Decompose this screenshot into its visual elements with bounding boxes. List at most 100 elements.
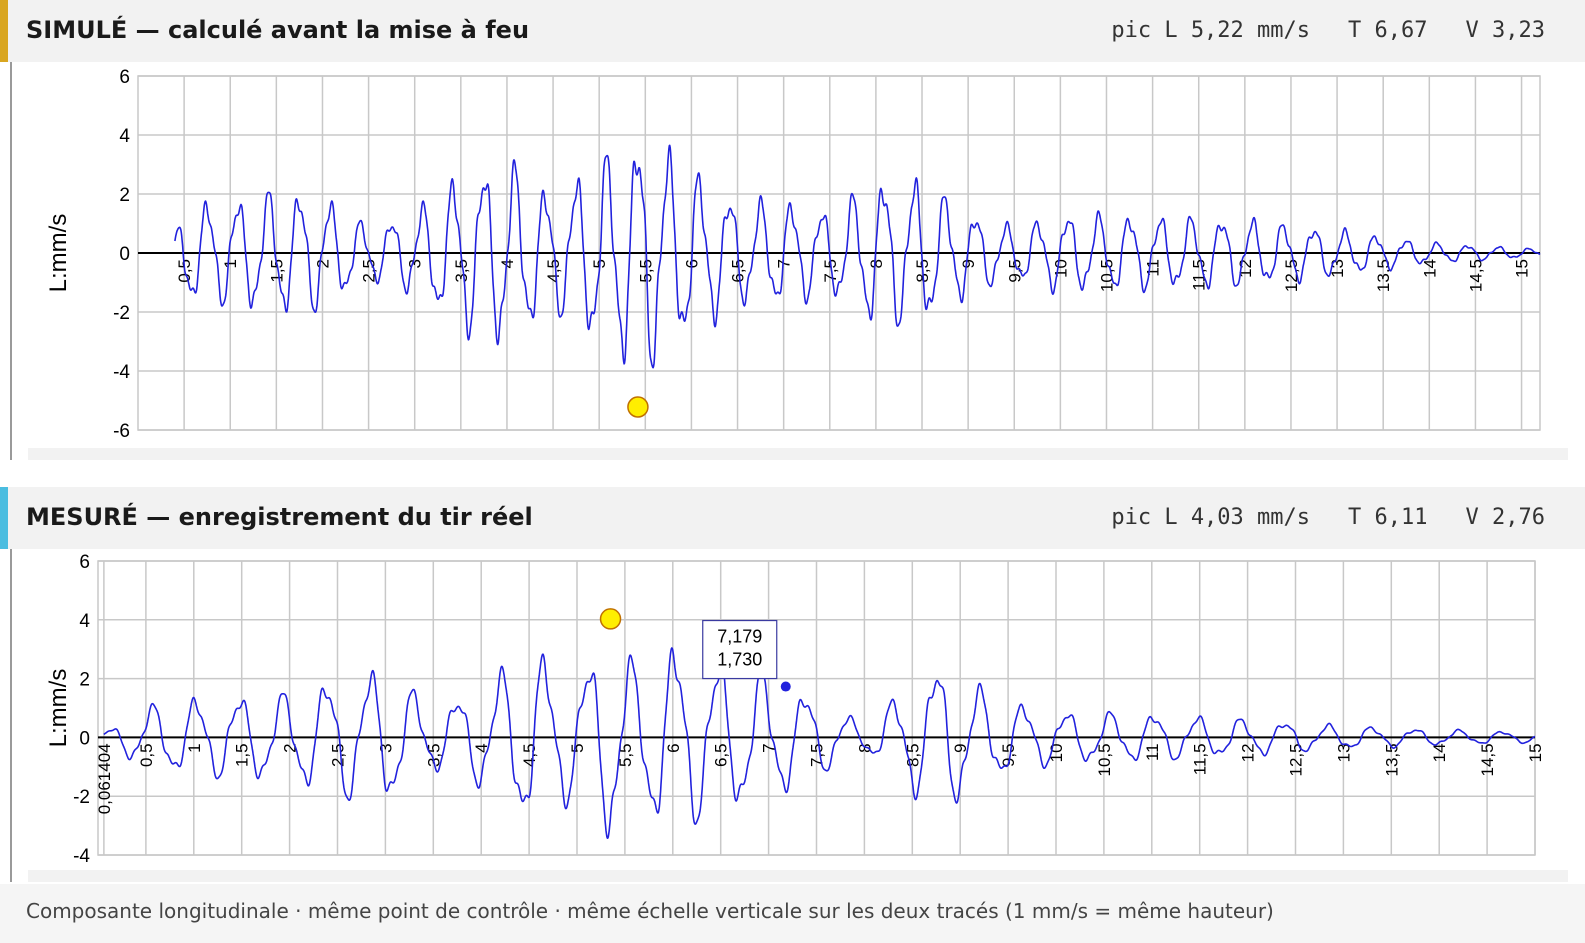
signal-trace — [103, 647, 1536, 840]
footer-caption: Composante longitudinale · même point de… — [26, 899, 1274, 923]
stat-peak: pic L 5,22 mm/s — [1111, 18, 1311, 43]
y-tick-label: 4 — [119, 126, 130, 147]
x-tick-label: 7 — [775, 259, 794, 268]
y-axis-label: L:mm/s — [45, 214, 72, 293]
tooltip-x-value: 7,179 — [717, 627, 762, 647]
y-tick-label: -6 — [113, 421, 130, 442]
x-tick-label: 5,5 — [636, 259, 655, 283]
x-tick-label: 2,5 — [329, 743, 348, 767]
y-tick-label: 6 — [79, 552, 90, 573]
stat-v: V 2,76 — [1465, 505, 1545, 530]
y-tick-label: 2 — [79, 670, 90, 691]
peak-marker[interactable] — [627, 396, 649, 418]
x-tick-label: 9 — [951, 743, 970, 752]
x-tick-label: 1 — [185, 743, 204, 752]
x-tick-label: 13 — [1334, 743, 1353, 762]
panel-title: SIMULÉ — calculé avant la mise à feu — [26, 16, 530, 44]
y-tick-label: -4 — [113, 362, 130, 383]
x-tick-label: 0,061404 — [95, 743, 114, 814]
x-tick-label: 14 — [1430, 743, 1449, 762]
x-tick-label: 9 — [959, 259, 978, 268]
y-tick-label: 4 — [79, 611, 90, 632]
x-tick-label: 10,5 — [1097, 259, 1116, 292]
peak-marker[interactable] — [599, 608, 622, 630]
x-tick-label: 7,5 — [808, 743, 827, 767]
x-tick-label: 8 — [855, 743, 874, 752]
x-tick-label: 14,5 — [1466, 259, 1485, 292]
x-tick-label: 11,5 — [1191, 743, 1210, 775]
left-rule — [10, 549, 12, 882]
x-tick-label: 12,5 — [1282, 259, 1301, 292]
chart-strip — [28, 870, 1568, 882]
left-rule — [10, 62, 12, 460]
x-tick-label: 12 — [1239, 743, 1258, 762]
x-tick-label: 1,5 — [233, 743, 252, 767]
x-tick-label: 13,5 — [1382, 743, 1401, 776]
x-tick-label: 3,5 — [424, 743, 443, 767]
y-tick-label: -2 — [73, 787, 90, 808]
x-tick-label: 8 — [867, 259, 886, 268]
x-tick-label: 11 — [1143, 743, 1162, 761]
x-tick-label: 5 — [568, 743, 587, 752]
x-tick-label: 12,5 — [1287, 743, 1306, 776]
y-tick-label: 0 — [119, 244, 130, 265]
accent-bar-simule — [0, 0, 8, 62]
stat-peak: pic L 4,03 mm/s — [1111, 505, 1311, 530]
x-tick-label: 7,5 — [821, 259, 840, 283]
x-tick-label: 10,5 — [1095, 743, 1114, 776]
x-tick-label: 12 — [1236, 259, 1255, 278]
x-tick-label: 13,5 — [1374, 259, 1393, 292]
x-tick-label: 4 — [472, 743, 491, 752]
chart-strip — [28, 448, 1568, 460]
x-tick-label: 1,5 — [267, 259, 286, 283]
x-tick-label: 15 — [1526, 743, 1545, 762]
panel-stats: pic L 5,22 mm/s T 6,67 V 3,23 — [1111, 18, 1545, 43]
x-tick-label: 6,5 — [729, 259, 748, 283]
y-axis-label: L:mm/s — [45, 669, 72, 748]
panel-stats: pic L 4,03 mm/s T 6,11 V 2,76 — [1111, 505, 1545, 530]
x-tick-label: 4,5 — [520, 743, 539, 767]
panel-header-mesure: MESURÉ — enregistrement du tir réel pic … — [0, 487, 1585, 549]
panel-header-simule: SIMULÉ — calculé avant la mise à feu pic… — [0, 0, 1585, 62]
x-tick-label: 9,5 — [999, 743, 1018, 767]
x-tick-label: 0,5 — [137, 743, 156, 767]
x-tick-label: 10 — [1047, 743, 1066, 762]
stat-v: V 3,23 — [1465, 18, 1545, 43]
y-tick-label: 0 — [79, 728, 90, 749]
y-tick-label: -2 — [113, 303, 130, 324]
x-tick-label: 2,5 — [360, 259, 379, 283]
y-tick-label: -4 — [73, 846, 90, 867]
x-tick-label: 3 — [376, 743, 395, 752]
x-tick-label: 3 — [406, 259, 425, 268]
signal-trace — [174, 144, 1541, 369]
x-tick-label: 6,5 — [712, 743, 731, 767]
x-tick-label: 15 — [1513, 259, 1532, 278]
x-tick-label: 5,5 — [616, 743, 635, 767]
x-tick-label: 11,5 — [1190, 259, 1209, 291]
x-tick-label: 11 — [1144, 259, 1163, 277]
x-tick-label: 4 — [498, 259, 517, 268]
x-tick-label: 14 — [1420, 259, 1439, 278]
cursor-point[interactable] — [780, 681, 791, 692]
tooltip-box — [702, 619, 778, 680]
stat-t: T 6,67 — [1348, 18, 1428, 43]
y-tick-label: 6 — [119, 67, 130, 88]
x-tick-label: 4,5 — [544, 259, 563, 283]
x-tick-label: 1 — [221, 259, 240, 268]
x-tick-label: 7 — [760, 743, 779, 752]
tooltip-y-value: 1,730 — [717, 650, 762, 670]
x-tick-label: 3,5 — [452, 259, 471, 283]
x-tick-label: 14,5 — [1478, 743, 1497, 776]
x-tick-label: 2 — [313, 259, 332, 268]
footer: Composante longitudinale · même point de… — [0, 884, 1585, 943]
accent-bar-mesure — [0, 487, 8, 549]
x-tick-label: 10 — [1051, 259, 1070, 278]
x-tick-label: 6 — [664, 743, 683, 752]
y-tick-label: 2 — [119, 185, 130, 206]
x-tick-label: 9,5 — [1005, 259, 1024, 283]
stat-t: T 6,11 — [1348, 505, 1428, 530]
panel-title: MESURÉ — enregistrement du tir réel — [26, 503, 533, 531]
x-tick-label: 8,5 — [903, 743, 922, 767]
